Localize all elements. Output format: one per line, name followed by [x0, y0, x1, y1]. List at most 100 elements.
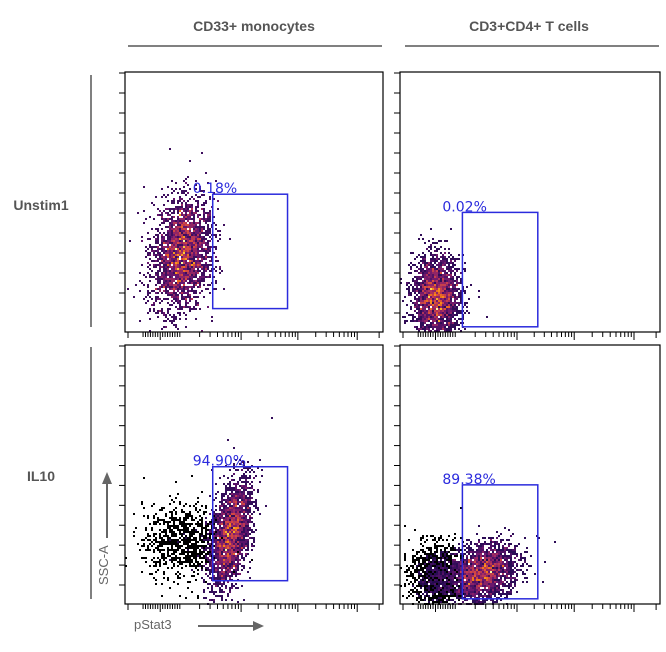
- density-point: [426, 270, 428, 272]
- density-point: [422, 545, 424, 547]
- density-point: [171, 499, 173, 501]
- density-point: [143, 274, 145, 276]
- density-point: [171, 224, 173, 226]
- density-point: [420, 324, 422, 326]
- density-point: [239, 491, 241, 493]
- gate-rectangle[interactable]: [461, 211, 539, 328]
- density-point: [165, 242, 167, 244]
- density-point: [442, 274, 444, 276]
- gate-rectangle[interactable]: [211, 465, 289, 582]
- density-point: [434, 591, 436, 593]
- density-point: [153, 521, 155, 523]
- density-point: [440, 270, 442, 272]
- density-point: [231, 505, 233, 507]
- density-point: [195, 507, 197, 509]
- density-point: [141, 236, 143, 238]
- density-point: [163, 535, 165, 537]
- density-point: [510, 557, 512, 559]
- density-point: [239, 493, 241, 495]
- density-point: [139, 290, 141, 292]
- density-point: [241, 537, 243, 539]
- density-point: [227, 541, 229, 543]
- density-point: [434, 302, 436, 304]
- density-point: [177, 252, 179, 254]
- density-point: [229, 513, 231, 515]
- density-point: [167, 551, 169, 553]
- density-point: [486, 579, 488, 581]
- density-point: [163, 248, 165, 250]
- density-point: [500, 555, 502, 557]
- density-point: [454, 308, 456, 310]
- density-point: [474, 569, 476, 571]
- density-point: [502, 591, 504, 593]
- density-point: [203, 296, 205, 298]
- density-point: [422, 238, 424, 240]
- density-point: [508, 591, 510, 593]
- density-point: [217, 585, 219, 587]
- density-point: [151, 250, 153, 252]
- panel-frame: [124, 71, 384, 333]
- density-point: [446, 318, 448, 320]
- density-point: [183, 529, 185, 531]
- density-point: [191, 290, 193, 292]
- density-point: [442, 577, 444, 579]
- density-point: [243, 539, 245, 541]
- density-point: [426, 266, 428, 268]
- density-point: [414, 320, 416, 322]
- density-point: [432, 565, 434, 567]
- density-point: [165, 561, 167, 563]
- density-point: [189, 310, 191, 312]
- density-point: [169, 148, 171, 150]
- density-point: [430, 276, 432, 278]
- density-point: [213, 499, 215, 501]
- density-point: [223, 509, 225, 511]
- density-point: [235, 515, 237, 517]
- density-point: [183, 210, 185, 212]
- density-point: [430, 258, 432, 260]
- density-point: [233, 535, 235, 537]
- density-point: [225, 537, 227, 539]
- density-point: [524, 557, 526, 559]
- density-point: [159, 258, 161, 260]
- density-point: [165, 284, 167, 286]
- density-point: [456, 561, 458, 563]
- density-point: [173, 238, 175, 240]
- density-point: [440, 312, 442, 314]
- density-point: [171, 228, 173, 230]
- density-point: [474, 589, 476, 591]
- density-point: [223, 513, 225, 515]
- density-point: [225, 533, 227, 535]
- density-point: [237, 547, 239, 549]
- density-point: [428, 304, 430, 306]
- density-point: [243, 513, 245, 515]
- density-point: [424, 561, 426, 563]
- density-point: [209, 531, 211, 533]
- density-point: [169, 270, 171, 272]
- density-point: [219, 553, 221, 555]
- density-point: [201, 491, 203, 493]
- density-point: [173, 236, 175, 238]
- density-point: [197, 545, 199, 547]
- density-point: [213, 234, 215, 236]
- density-point: [432, 535, 434, 537]
- density-point: [173, 543, 175, 545]
- density-point: [177, 547, 179, 549]
- density-point: [171, 320, 173, 322]
- density-point: [175, 244, 177, 246]
- density-point: [209, 571, 211, 573]
- density-point: [241, 533, 243, 535]
- gate-rectangle[interactable]: [211, 193, 289, 310]
- density-point: [496, 591, 498, 593]
- density-point: [452, 276, 454, 278]
- density-point: [181, 294, 183, 296]
- density-point: [442, 276, 444, 278]
- density-point: [408, 282, 410, 284]
- density-point: [155, 234, 157, 236]
- density-point: [454, 555, 456, 557]
- density-point: [215, 180, 217, 182]
- density-point: [157, 250, 159, 252]
- density-point: [195, 262, 197, 264]
- density-point: [201, 230, 203, 232]
- density-point: [448, 306, 450, 308]
- density-point: [193, 218, 195, 220]
